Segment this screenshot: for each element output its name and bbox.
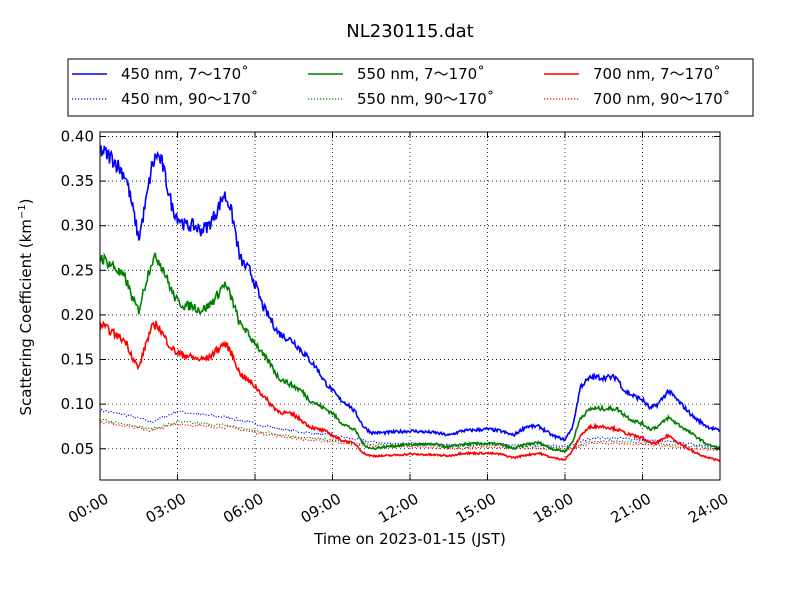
x-tick-label: 12:00	[375, 490, 421, 527]
y-tick-label: 0.10	[61, 395, 94, 413]
x-tick-label: 00:00	[65, 490, 111, 527]
series-line-1	[99, 408, 721, 448]
series-line-3	[99, 418, 721, 450]
x-tick-label: 03:00	[143, 490, 189, 527]
x-tick-labels: 00:00 03:00 06:00 09:00 12:00 15:00 18:00 21:00…	[65, 490, 731, 527]
x-tick-label: 21:00	[608, 490, 654, 527]
x-axis-label: Time on 2023-01-15 (JST)	[313, 530, 506, 548]
legend-label-3: 550 nm, 90～170˚	[357, 90, 494, 108]
y-tick-label: 0.35	[61, 172, 94, 190]
legend-label-1: 450 nm, 90～170˚	[121, 90, 258, 108]
series-line-2	[99, 252, 721, 454]
x-tick-label: 06:00	[220, 490, 266, 527]
y-axis-label-close: )	[17, 198, 35, 204]
y-tick-label: 0.40	[61, 127, 94, 145]
legend-box	[67, 58, 754, 117]
y-axis-label: Scattering Coefficient (km−1)	[17, 198, 35, 415]
y-tick-label: 0.15	[61, 351, 94, 369]
series-layer	[99, 145, 721, 462]
legend-label-0: 450 nm, 7～170˚	[121, 65, 249, 83]
y-axis-label-superscript: −1	[17, 204, 28, 219]
plot-area	[99, 131, 721, 481]
plot-frame	[99, 131, 721, 481]
x-tick-label: 09:00	[298, 490, 344, 527]
series-line-4	[99, 320, 721, 462]
y-tick-label: 0.20	[61, 306, 94, 324]
y-tick-label: 0.30	[61, 217, 94, 235]
x-tick-label: 24:00	[685, 490, 731, 527]
y-tick-labels: 0.05 0.10 0.15 0.20 0.25 0.30 0.35 0.40	[61, 127, 94, 457]
x-tick-label: 15:00	[453, 490, 499, 527]
legend: 450 nm, 7～170˚ 450 nm, 90～170˚ 550 nm, 7～1…	[67, 58, 754, 117]
legend-label-2: 550 nm, 7～170˚	[357, 65, 485, 83]
legend-label-5: 700 nm, 90～170˚	[593, 90, 730, 108]
series-line-5	[99, 419, 721, 452]
grid	[100, 132, 720, 480]
legend-label-4: 700 nm, 7～170˚	[593, 65, 721, 83]
series-line-0	[99, 145, 721, 442]
x-tick-label: 18:00	[530, 490, 576, 527]
y-tick-label: 0.25	[61, 261, 94, 279]
chart-title: NL230115.dat	[346, 21, 473, 42]
ticks	[99, 132, 721, 480]
y-tick-label: 0.05	[61, 440, 94, 458]
y-axis-label-main: Scattering Coefficient (km	[17, 219, 35, 415]
